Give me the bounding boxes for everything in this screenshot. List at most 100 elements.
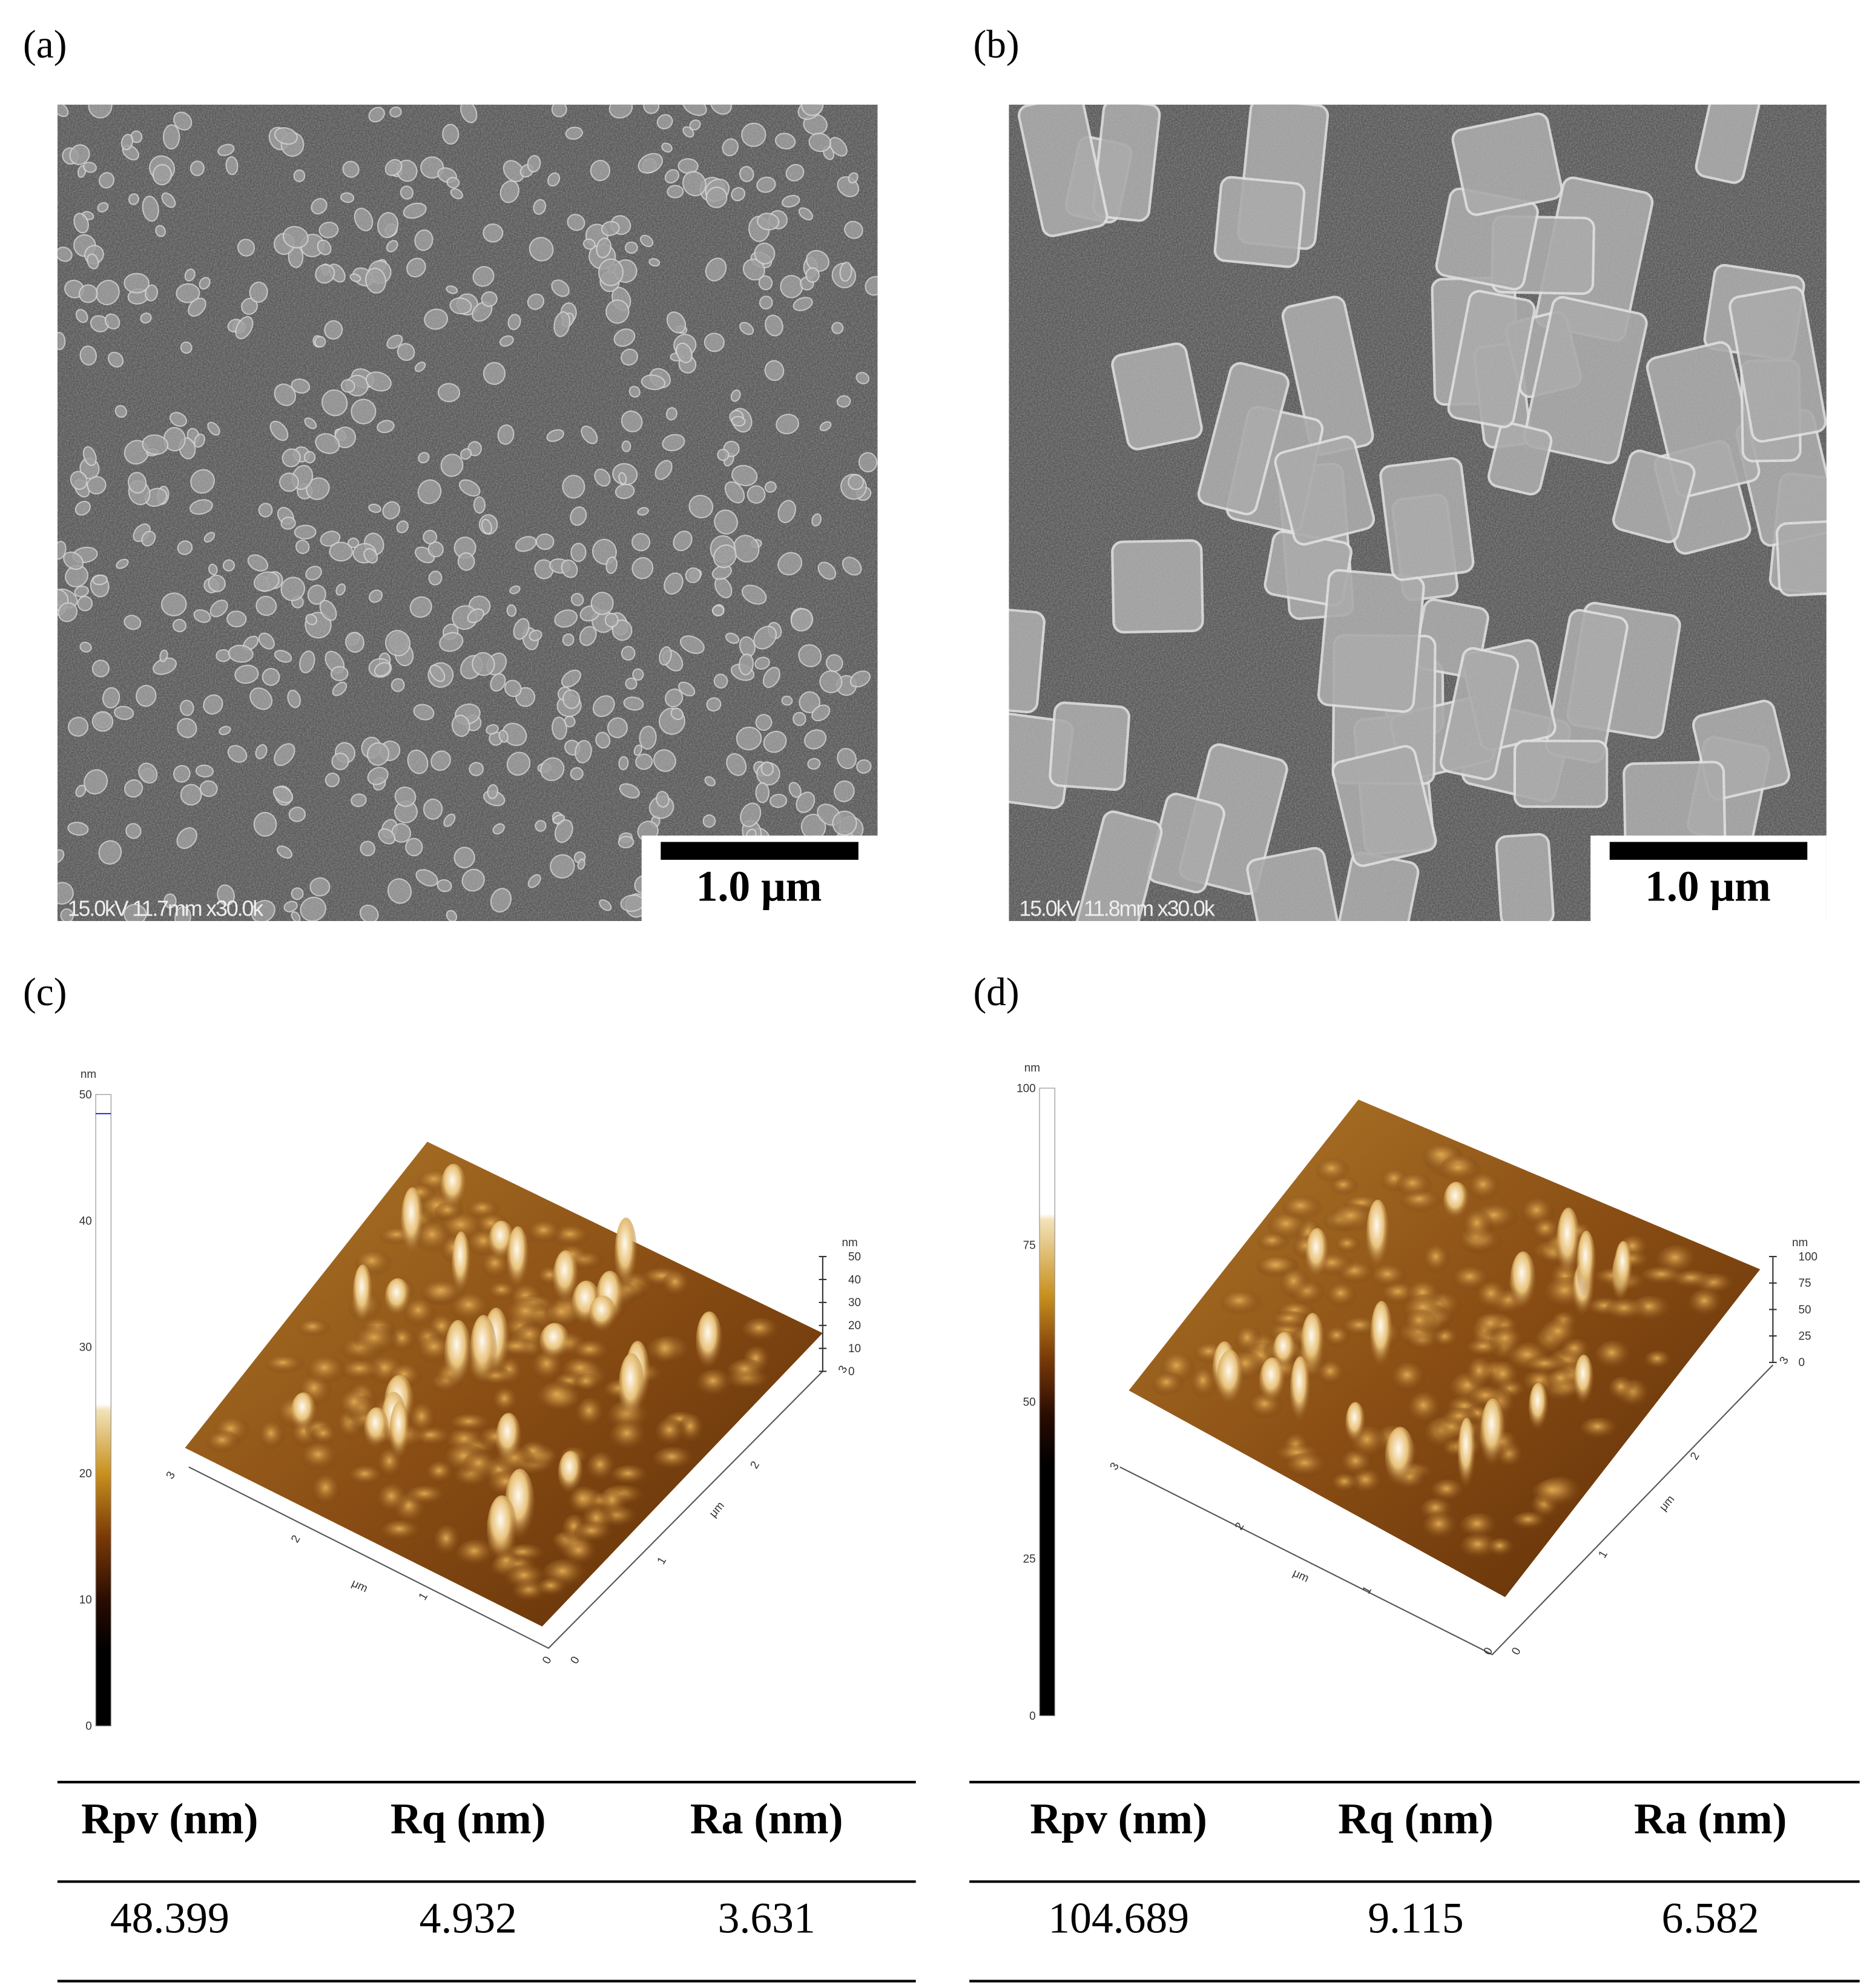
- surface-bump: [1220, 1290, 1263, 1316]
- table-header: Ra (nm): [1634, 1795, 1787, 1843]
- surface-bump: [1404, 1309, 1437, 1336]
- surface-bump: [1541, 1319, 1579, 1349]
- surface-bump: [1408, 1392, 1443, 1425]
- colorbar-unit: nm: [1024, 1062, 1040, 1075]
- surface-bump: [265, 1355, 306, 1374]
- z-tick: 50: [848, 1250, 861, 1263]
- sem-content: [57, 104, 878, 921]
- surface-bump: [1423, 1512, 1458, 1541]
- table-cell: 9.115: [1368, 1895, 1463, 1943]
- surface-bump: [377, 1484, 409, 1514]
- y-tick: 2: [748, 1459, 762, 1471]
- surface-bump: [727, 1358, 766, 1384]
- y-tick: 0: [1509, 1645, 1523, 1657]
- z-tick: 20: [848, 1319, 861, 1332]
- surface-bump: [433, 1525, 461, 1557]
- surface-bump: [696, 1369, 733, 1398]
- surface-bump: [1644, 1350, 1673, 1370]
- colorbar: [95, 1094, 112, 1726]
- surface-peak: [1573, 1355, 1594, 1408]
- surface-peak: [444, 1319, 472, 1391]
- surface-peak: [588, 1295, 617, 1335]
- surface-bump: [312, 1474, 341, 1507]
- surface-peak: [615, 1217, 638, 1293]
- x-tick: 1: [417, 1591, 430, 1603]
- surface-bump: [563, 1539, 598, 1567]
- surface-bump: [1488, 1537, 1515, 1557]
- surface-bump: [610, 1420, 647, 1452]
- colorbar-tick: 0: [1029, 1710, 1036, 1723]
- y-unit: μm: [707, 1499, 727, 1520]
- x-unit: μm: [349, 1577, 369, 1595]
- y-tick: 1: [1596, 1548, 1610, 1560]
- surface-bump: [1532, 1479, 1576, 1506]
- surface-peak: [495, 1413, 522, 1465]
- surface-peak: [696, 1311, 723, 1372]
- surface-bump: [306, 1356, 346, 1385]
- z-tick: 40: [848, 1273, 861, 1286]
- panel-label: (b): [973, 23, 1019, 67]
- surface-peak: [1510, 1251, 1537, 1313]
- surface-peak: [452, 1231, 471, 1298]
- surface-bump: [653, 1336, 679, 1366]
- surface-peak: [558, 1451, 583, 1496]
- colorbar-unit: nm: [81, 1068, 96, 1081]
- surface-bump: [426, 1461, 455, 1485]
- surface-peak: [1577, 1230, 1597, 1301]
- surface-peak: [1614, 1241, 1633, 1298]
- surface-peak: [1345, 1402, 1366, 1446]
- surface-bump: [297, 1319, 331, 1338]
- z-unit: nm: [1792, 1237, 1808, 1249]
- panel-label: (c): [23, 971, 67, 1014]
- table-cell: 6.582: [1662, 1895, 1759, 1943]
- surface-bump: [406, 1485, 447, 1506]
- surface-bump: [1325, 1327, 1351, 1348]
- table-cell: 3.631: [718, 1895, 816, 1943]
- surface-bump: [1317, 1361, 1346, 1387]
- roughness-table: Rpv (nm) 48.399 Rq (nm) 4.932 Ra (nm) 3.631: [57, 1780, 916, 1983]
- colorbar-tick: 40: [79, 1215, 92, 1227]
- z-tick: 25: [1798, 1330, 1811, 1343]
- surface-bump: [572, 1340, 611, 1362]
- surface-bump: [506, 1298, 549, 1330]
- surface-bump: [206, 1430, 241, 1454]
- colorbar: [1039, 1088, 1055, 1717]
- surface-bump: [537, 1381, 581, 1414]
- surface-bump: [1391, 1362, 1426, 1394]
- y-tick: 1: [655, 1555, 669, 1567]
- surface-bump: [1282, 1195, 1323, 1221]
- surface-peak: [1300, 1313, 1325, 1378]
- surface-bump: [573, 1522, 613, 1544]
- z-unit: nm: [842, 1237, 858, 1249]
- surface-bump: [1423, 1244, 1451, 1275]
- surface-bump: [259, 1421, 286, 1451]
- surface-bump: [349, 1465, 384, 1487]
- surface-peak: [290, 1392, 317, 1434]
- x-tick: 0: [1481, 1645, 1495, 1657]
- surface-peak: [1370, 1301, 1393, 1372]
- sem-image: 15.0kV 11.7mm x30.0k 1.0 μm: [57, 104, 878, 921]
- table-cell: 48.399: [110, 1895, 229, 1943]
- surface-peak: [1457, 1418, 1476, 1493]
- surface-bump: [610, 1465, 650, 1486]
- surface-bump: [742, 1318, 780, 1343]
- surface-bump: [390, 1327, 417, 1353]
- surface-bump: [1285, 1452, 1328, 1478]
- sem-image: 15.0kV 11.8mm x30.0k 1.0 μm: [1009, 104, 1827, 921]
- table-header: Rq (nm): [390, 1795, 546, 1843]
- surface-bump: [1335, 1235, 1362, 1255]
- colorbar-tick: 20: [79, 1467, 92, 1480]
- axis-frame: [188, 1370, 823, 1650]
- sem-content: [1009, 104, 1827, 921]
- x-tick: 0: [540, 1654, 554, 1666]
- surface-bump: [354, 1326, 398, 1355]
- surface-bump: [1689, 1289, 1724, 1318]
- y-tick: 0: [568, 1654, 582, 1666]
- surface-bump: [301, 1442, 339, 1472]
- colorbar-tick: 10: [79, 1594, 92, 1607]
- surface-bump: [1234, 1326, 1262, 1355]
- z-tick: 75: [1798, 1277, 1811, 1290]
- surface-bump: [1316, 1158, 1350, 1183]
- x-tick: 3: [1108, 1461, 1122, 1473]
